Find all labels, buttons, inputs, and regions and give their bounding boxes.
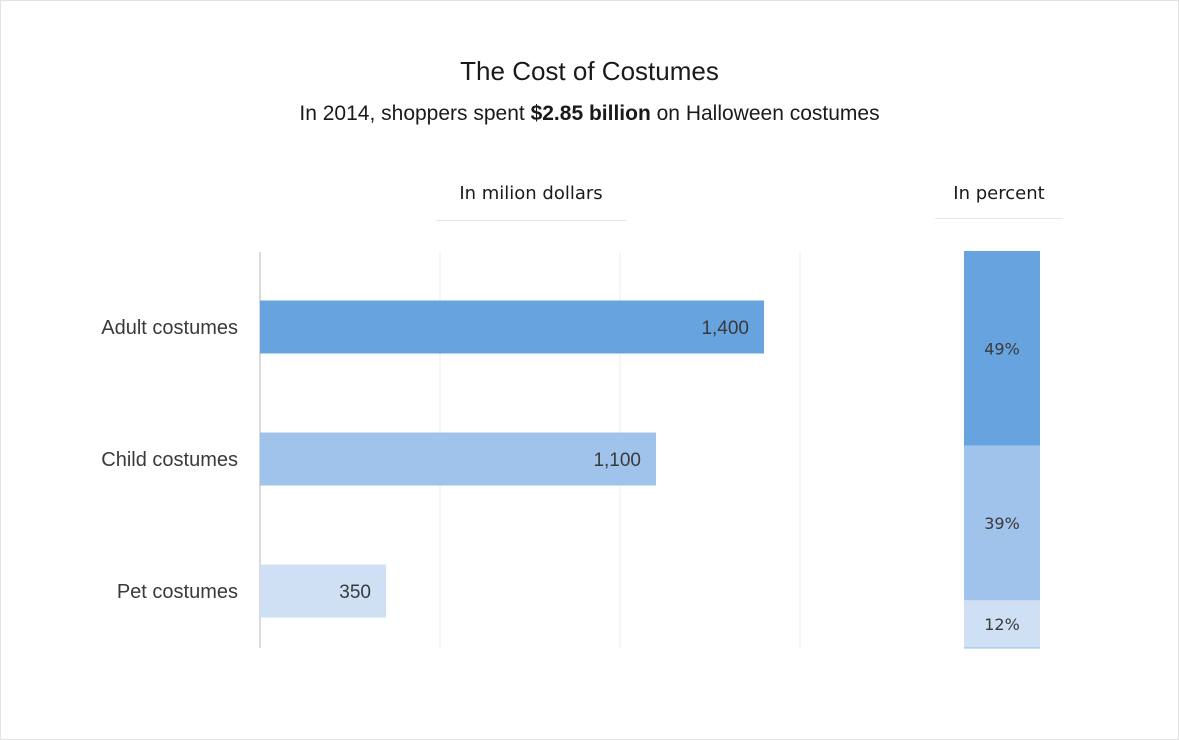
percent-label: 12% [984,615,1020,634]
bar-value-label: 350 [339,582,371,603]
subtitle-text-after: on Halloween costumes [650,102,880,125]
bar-section-rule [436,220,626,221]
stacked-segment [964,445,1040,601]
bar-value-label: 1,100 [593,450,641,471]
percent-label: 39% [984,514,1020,533]
percent-section-rule [935,218,1063,219]
category-label: Adult costumes [101,317,238,339]
stacked-segment [964,600,1040,648]
subtitle-total-amount: $2.85 billion [530,102,651,125]
chart-title: The Cost of Costumes [460,56,719,86]
percent-section-label: In percent [953,183,1045,204]
bar [260,432,656,486]
category-label: Child costumes [101,449,238,471]
bar [260,564,386,618]
chart-subtitle: In 2014, shoppers spent $2.85 billion on… [0,102,1179,126]
bar-value-label: 1,400 [701,318,749,339]
bar [260,300,764,354]
bar-section-label: In milion dollars [459,183,603,204]
percent-label: 49% [984,339,1020,358]
stacked-segment [964,251,1040,446]
subtitle-text-before: In 2014, shoppers spent [299,102,531,125]
category-label: Pet costumes [117,581,238,603]
